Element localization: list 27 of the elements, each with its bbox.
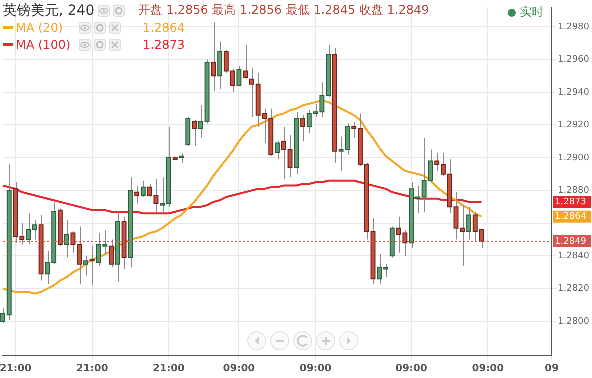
x-tick-label: 09:00 — [223, 364, 256, 375]
y-tick-label: 1.2960 — [558, 55, 590, 66]
x-tick-label: 09:00 — [472, 364, 504, 375]
y-tick-label: 1.2980 — [558, 22, 590, 32]
y-tick-label: 1.2840 — [558, 252, 590, 262]
ref-line-label: 1.2849 — [555, 236, 587, 247]
x-tick-label: 21:00 — [0, 364, 32, 375]
y-tick-label: 1.2880 — [558, 186, 590, 196]
legend-label: MA (100) — [16, 38, 72, 52]
y-tick-label: 1.2940 — [558, 88, 590, 98]
x-tick-label: 21:00 — [76, 364, 108, 375]
legend-label: MA (20) — [16, 20, 64, 34]
annotation: 实时 — [520, 4, 544, 21]
y-tick-label: 1.2920 — [558, 120, 590, 131]
chart-subtitle: 开盘 1.2856 最高 1.2856 最低 1.2845 收盘 1.2849 — [138, 2, 430, 19]
chart-title: 英镑美元, 240 — [3, 2, 95, 20]
y-tick-label: 1.2820 — [558, 284, 590, 294]
y-tick-label: 1.2900 — [558, 153, 590, 164]
x-tick-label: 09:00 — [300, 364, 332, 375]
text: 1.2873 — [143, 38, 185, 52]
y-tick-label: 1.2800 — [558, 316, 590, 327]
annotation: 1.2873 — [555, 198, 586, 208]
x-tick-label: 09:00 — [396, 364, 428, 375]
x-tick-label: 09 — [545, 364, 559, 375]
text: 1.2864 — [143, 20, 185, 34]
annotation: 1.2864 — [555, 212, 587, 222]
x-tick-label: 21:00 — [153, 364, 185, 375]
